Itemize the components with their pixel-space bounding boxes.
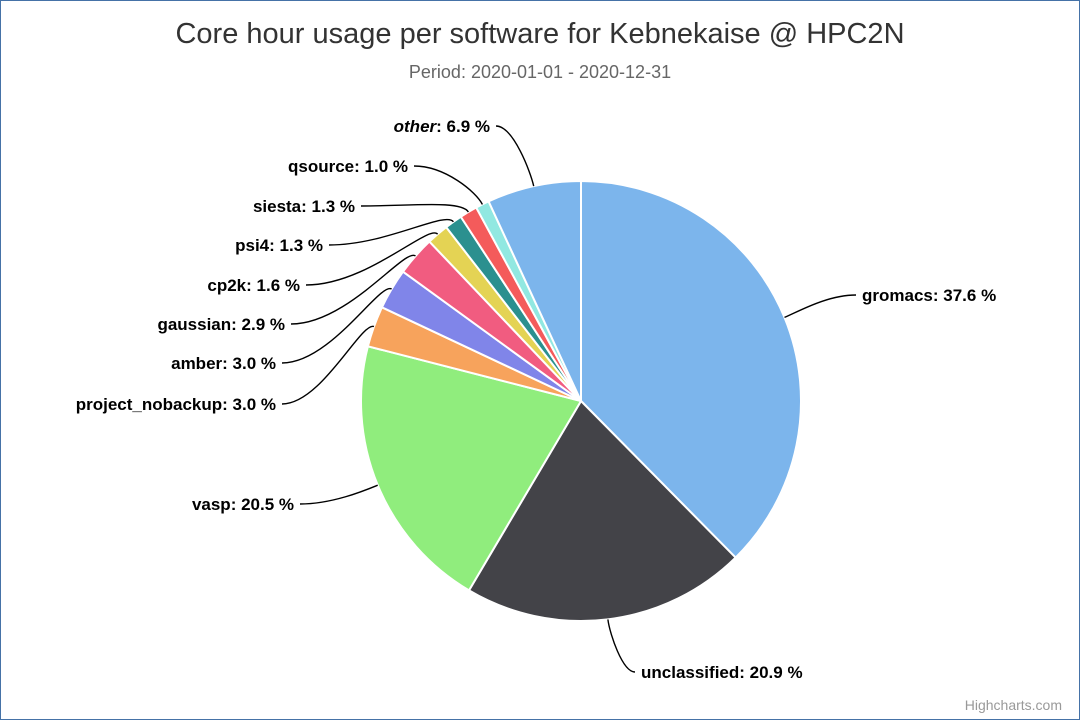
data-label-gromacs: gromacs: 37.6 %	[862, 286, 996, 305]
connector-amber	[281, 288, 392, 364]
pie-slices	[360, 180, 802, 622]
chart-subtitle: Period: 2020-01-01 - 2020-12-31	[409, 62, 671, 82]
data-label-name: amber	[171, 354, 222, 373]
connector-other	[495, 125, 535, 187]
connector-vasp	[299, 484, 378, 505]
data-label-value: : 2.9 %	[231, 315, 285, 334]
data-label-value: : 1.0 %	[354, 157, 408, 176]
data-label-value: : 1.6 %	[246, 276, 300, 295]
connector-siesta	[360, 203, 470, 213]
data-label-qsource: qsource: 1.0 %	[288, 157, 408, 176]
data-label-amber: amber: 3.0 %	[171, 354, 276, 373]
data-label-name: siesta	[253, 197, 302, 216]
data-labels: gromacs: 37.6 % unclassified: 20.9 % vasp:…	[76, 117, 996, 682]
data-label-name: psi4	[235, 236, 270, 255]
data-label-unclassified: unclassified: 20.9 %	[641, 663, 803, 682]
data-label-value: : 3.0 %	[222, 395, 276, 414]
data-label-siesta: siesta: 1.3 %	[253, 197, 355, 216]
data-label-other: other: 6.9 %	[394, 117, 490, 136]
pie-slice-other[interactable]	[487, 180, 582, 402]
data-label-name: project_nobackup	[76, 395, 222, 414]
connector-gaussian	[290, 254, 416, 325]
data-label-value: : 6.9 %	[436, 117, 490, 136]
connector-gromacs	[784, 294, 857, 319]
pie-slice-unclassified[interactable]	[468, 400, 737, 622]
data-label-name: gromacs	[862, 286, 933, 305]
data-label-name: vasp	[192, 495, 231, 514]
connector-cp2k	[305, 232, 439, 286]
data-label-psi4: psi4: 1.3 %	[235, 236, 323, 255]
connector-project-nobackup	[281, 325, 375, 405]
pie-slice-gromacs[interactable]	[580, 180, 802, 559]
data-label-value: : 20.9 %	[739, 663, 802, 682]
data-label-value: : 37.6 %	[933, 286, 996, 305]
label-connectors	[281, 125, 857, 673]
data-label-value: : 1.3 %	[269, 236, 323, 255]
pie-slice-vasp[interactable]	[360, 345, 582, 592]
data-label-value: : 1.3 %	[301, 197, 355, 216]
data-label-name: unclassified	[641, 663, 739, 682]
credit-link[interactable]: Highcharts.com	[965, 697, 1062, 713]
data-label-vasp: vasp: 20.5 %	[192, 495, 294, 514]
data-label-name: qsource	[288, 157, 354, 176]
data-label-cp2k: cp2k: 1.6 %	[207, 276, 300, 295]
data-label-project-nobackup: project_nobackup: 3.0 %	[76, 395, 276, 414]
data-label-name: gaussian	[157, 315, 231, 334]
data-label-name: cp2k	[207, 276, 246, 295]
data-label-value: : 3.0 %	[222, 354, 276, 373]
chart-title: Core hour usage per software for Kebneka…	[175, 18, 904, 50]
data-label-name: other	[394, 117, 438, 136]
data-label-value: : 20.5 %	[231, 495, 294, 514]
connector-unclassified	[607, 619, 636, 673]
connector-psi4	[328, 218, 454, 246]
data-label-gaussian: gaussian: 2.9 %	[157, 315, 285, 334]
connector-qsource	[413, 165, 484, 205]
